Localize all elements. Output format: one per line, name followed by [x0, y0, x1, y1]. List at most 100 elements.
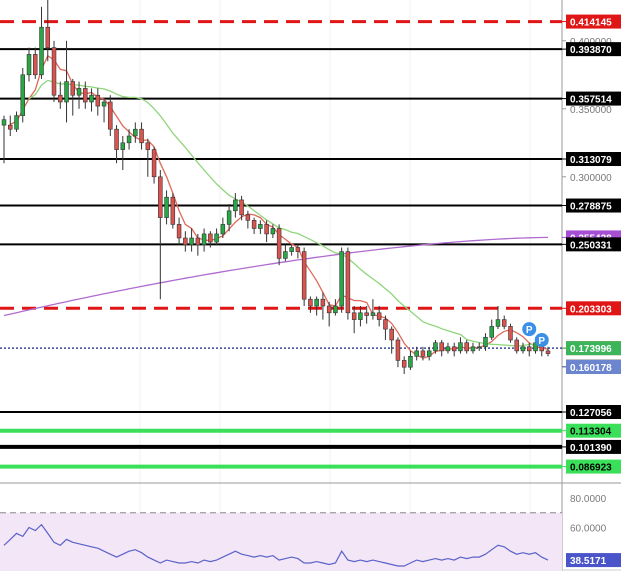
candle	[70, 78, 76, 116]
candle-body	[1, 119, 7, 126]
candle	[339, 247, 344, 313]
candle-body	[320, 298, 326, 307]
candle-body	[376, 312, 382, 320]
signal-marker: P	[534, 333, 549, 347]
level-label: 0.313079	[562, 152, 621, 167]
candle-body	[226, 210, 232, 225]
level-label-background	[566, 301, 621, 316]
candle-body	[514, 339, 519, 352]
candle-body	[139, 128, 144, 144]
candle	[33, 47, 38, 79]
candle	[264, 220, 269, 243]
level-label: 0.250331	[562, 237, 621, 252]
candle	[270, 224, 276, 238]
candle	[176, 217, 182, 245]
signal-markers: PP	[522, 322, 549, 347]
candle-body	[276, 228, 282, 259]
candle	[189, 228, 194, 252]
candle-body	[201, 233, 207, 246]
candle	[351, 306, 357, 334]
candle	[401, 356, 407, 374]
rsi-tick-label: 60.0000	[570, 524, 607, 535]
candle	[433, 340, 438, 354]
candle	[183, 231, 188, 252]
candle-body	[508, 326, 513, 341]
candle-body	[495, 319, 501, 327]
candle-body	[401, 360, 407, 368]
candle	[283, 244, 288, 262]
candle-body	[258, 224, 263, 229]
candle-body	[195, 237, 201, 246]
candle	[95, 88, 101, 116]
candle-body	[51, 47, 57, 96]
candle	[195, 233, 201, 256]
rsi-current-text: 38.5171	[570, 556, 607, 567]
candle	[108, 95, 113, 136]
rsi-line	[3, 523, 549, 567]
candle	[451, 342, 457, 357]
level-label-text: 0.173996	[570, 344, 612, 355]
candle-body	[8, 124, 13, 130]
candle	[376, 306, 382, 327]
level-label: 0.113304	[562, 423, 621, 438]
candle	[226, 204, 232, 232]
rsi-tick-label: 80.0000	[570, 494, 607, 505]
level-labels: 0.414145 0.393870 0.357514 0.313079 0.278875…	[562, 14, 621, 474]
candle	[220, 217, 226, 238]
candle	[14, 111, 19, 132]
candle-body	[383, 319, 388, 330]
level-label: 0.393870	[562, 42, 621, 57]
level-label-background	[566, 423, 621, 438]
candle	[520, 342, 526, 354]
level-label-text: 0.113304	[570, 427, 612, 438]
candle	[101, 97, 107, 123]
candle-body	[189, 237, 194, 246]
candle-body	[433, 342, 438, 352]
candle	[133, 122, 138, 143]
candle	[476, 342, 482, 351]
level-lines	[0, 20, 562, 469]
candle-body	[164, 196, 169, 218]
candle-body	[45, 26, 51, 48]
candle-body	[527, 346, 532, 352]
level-label: 0.127056	[562, 405, 621, 420]
rsi-band	[0, 512, 562, 571]
candle	[370, 299, 376, 320]
candle	[89, 88, 94, 112]
candle	[76, 81, 82, 109]
candle-body	[208, 233, 213, 243]
candle-body	[445, 346, 451, 352]
candle	[1, 115, 7, 164]
candle	[158, 170, 163, 300]
candle-body	[426, 350, 432, 357]
level-label: 0.203303	[562, 301, 621, 316]
level-label-text: 0.086923	[570, 463, 612, 474]
level-label-background	[566, 91, 621, 106]
candle	[514, 337, 519, 354]
rsi-current-background	[566, 553, 621, 568]
candle-body	[339, 251, 344, 307]
candle-body	[289, 247, 294, 252]
candle	[126, 129, 132, 150]
candle-body	[483, 336, 488, 348]
candle-body	[470, 346, 476, 352]
candle-body	[95, 94, 101, 107]
candle-body	[333, 305, 338, 314]
candle-body	[351, 312, 357, 320]
level-label-text: 0.278875	[570, 202, 612, 213]
level-label-background	[566, 237, 621, 252]
candle	[414, 346, 419, 361]
candle-body	[70, 81, 76, 96]
candle	[333, 299, 338, 316]
level-label-background	[566, 459, 621, 474]
candle-body	[158, 176, 163, 218]
candle-body	[283, 251, 288, 259]
candle	[170, 193, 176, 229]
candle	[295, 244, 301, 259]
candle	[308, 296, 313, 313]
candle-body	[420, 350, 426, 357]
candle-body	[39, 26, 44, 76]
candle-body	[58, 94, 63, 103]
candle	[483, 333, 488, 351]
